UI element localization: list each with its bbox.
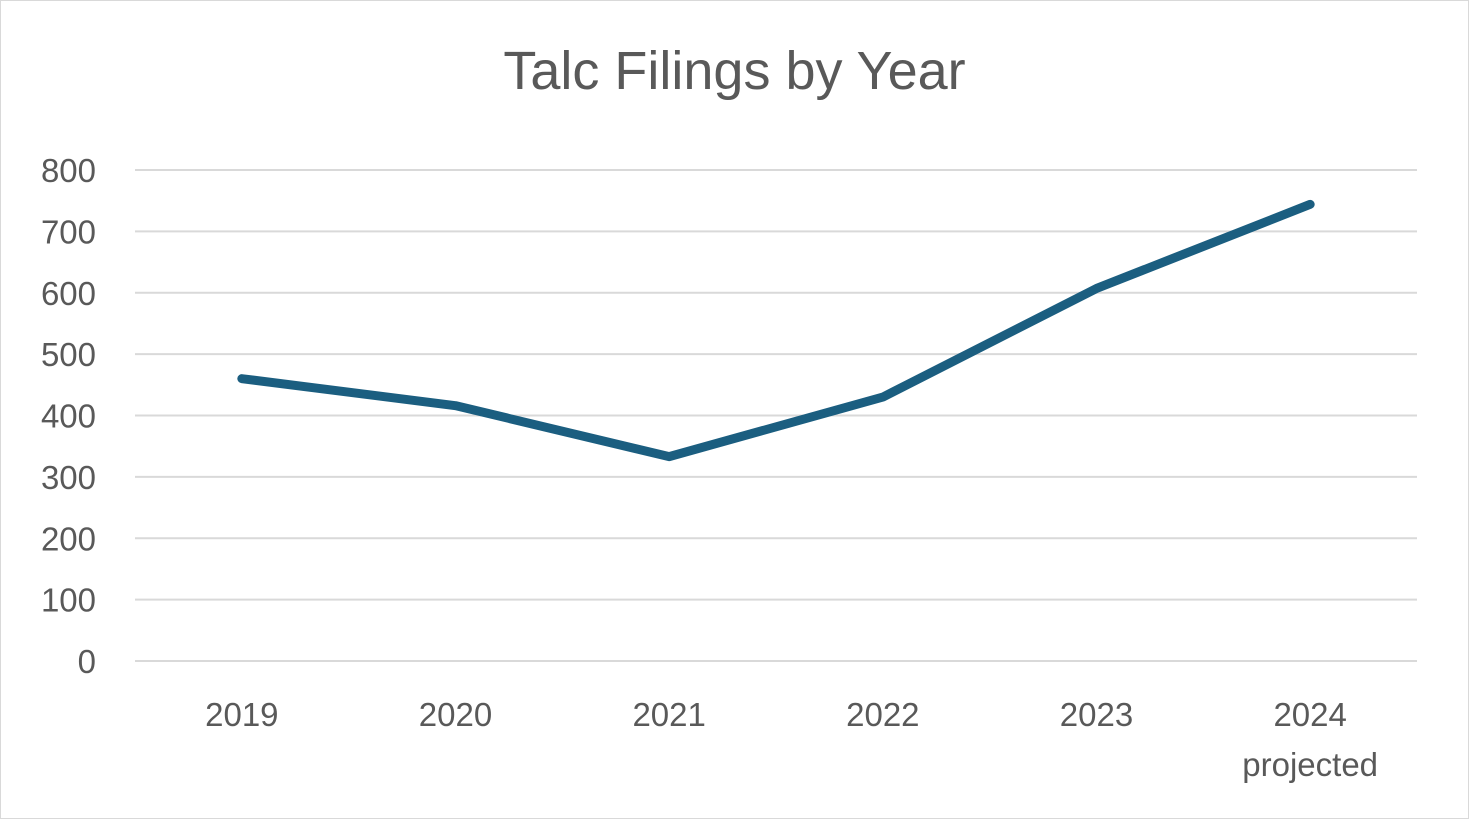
x-tick-sublabel: projected	[1242, 746, 1378, 783]
y-tick-label: 200	[41, 520, 96, 557]
y-tick-label: 600	[41, 275, 96, 312]
x-axis-tick-labels: 2019 2020 2021 2022 2023 2024 projected	[205, 696, 1378, 783]
x-tick-label: 2019	[205, 696, 278, 733]
y-tick-label: 300	[41, 459, 96, 496]
chart-title: Talc Filings by Year	[503, 41, 966, 101]
x-tick-label: 2021	[632, 696, 705, 733]
y-tick-label: 0	[78, 643, 96, 680]
gridlines	[135, 169, 1417, 662]
x-tick-label: 2022	[846, 696, 919, 733]
y-tick-label: 700	[41, 213, 96, 250]
x-tick-label: 2020	[419, 696, 492, 733]
y-axis-tick-labels: 0 100 200 300 400 500 600 700 800	[41, 152, 96, 680]
series-line	[237, 199, 1315, 462]
series-group	[237, 199, 1315, 462]
x-tick-label: 2023	[1060, 696, 1133, 733]
x-tick-label: 2024	[1273, 696, 1346, 733]
y-tick-label: 100	[41, 582, 96, 619]
y-tick-label: 400	[41, 398, 96, 435]
y-tick-label: 800	[41, 152, 96, 189]
y-tick-label: 500	[41, 336, 96, 373]
